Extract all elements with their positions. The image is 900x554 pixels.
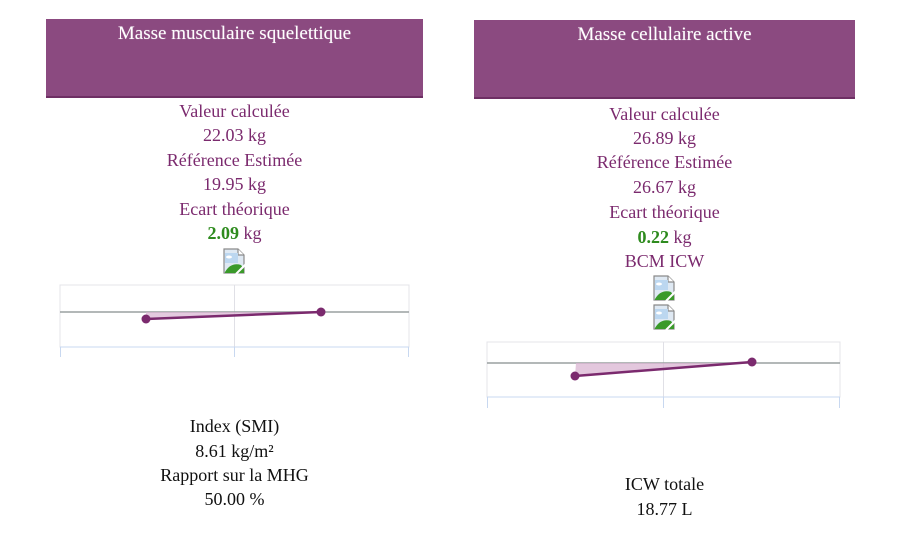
right-ref-label: Référence Estimée	[596, 152, 733, 172]
left-gap-label: Ecart théorique	[179, 199, 290, 219]
left-ratio-label: Rapport sur la MHG	[160, 465, 309, 485]
left-index-value: 8.61 kg/m²	[195, 441, 274, 461]
left-ref-value: 19.95 kg	[203, 174, 266, 194]
right-header: Masse cellulaire active	[474, 20, 855, 99]
right-extra-label: BCM ICW	[624, 251, 705, 271]
left-header: Masse musculaire squelettique	[46, 19, 423, 98]
left-gap-value: 2.09 kg	[46, 222, 423, 244]
right-calc-label: Valeur calculée	[609, 104, 720, 124]
right-gap-label: Ecart théorique	[609, 202, 720, 222]
right-title: Masse cellulaire active	[577, 24, 752, 45]
left-ref-label: Référence Estimée	[166, 150, 303, 170]
right-icw-value: 18.77 L	[636, 499, 693, 519]
left-gap-unit: kg	[239, 223, 262, 243]
broken-image-icon	[653, 275, 677, 302]
left-index-label: Index (SMI)	[189, 416, 280, 436]
right-chart	[486, 341, 841, 408]
left-calc-value: 22.03 kg	[203, 125, 266, 145]
left-gap-number: 2.09	[207, 223, 240, 243]
left-calc-label: Valeur calculée	[179, 101, 290, 121]
right-gap-value: 0.22 kg	[474, 226, 855, 248]
right-icw-label: ICW totale	[624, 474, 705, 494]
right-gap-number: 0.22	[637, 227, 670, 247]
left-ratio-value: 50.00 %	[204, 489, 265, 509]
right-calc-value: 26.89 kg	[633, 128, 696, 148]
broken-image-icon	[223, 248, 247, 275]
right-ref-value: 26.67 kg	[633, 177, 696, 197]
right-gap-unit: kg	[669, 227, 692, 247]
left-chart	[59, 284, 410, 357]
broken-image-icon	[653, 304, 677, 331]
left-title: Masse musculaire squelettique	[117, 23, 352, 44]
